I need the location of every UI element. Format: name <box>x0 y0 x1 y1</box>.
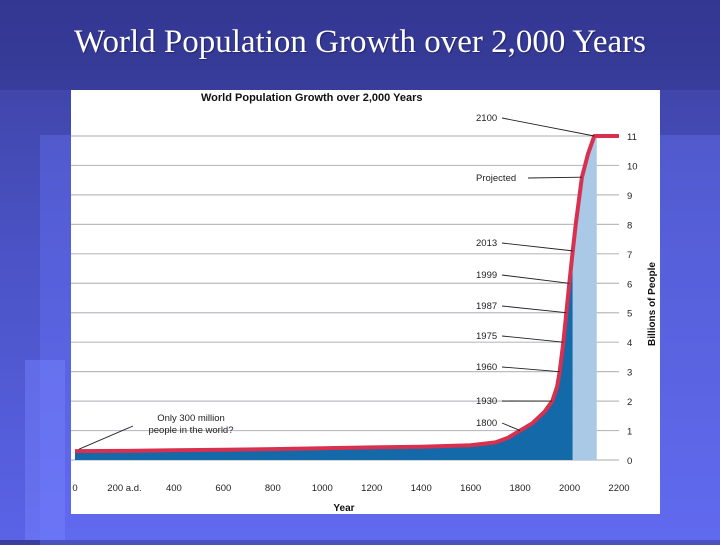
annotation-leader <box>502 275 569 283</box>
annotation-label: 1800 <box>476 418 497 429</box>
x-tick-label: 1400 <box>411 483 432 494</box>
line-layer <box>75 136 619 451</box>
x-tick-label: 1000 <box>312 483 333 494</box>
annotation-leader <box>502 367 560 372</box>
y-tick-label: 0 <box>627 456 632 467</box>
y-tick-label: 6 <box>627 279 632 290</box>
background-panel-small <box>25 360 65 540</box>
y-tick-label: 10 <box>627 161 638 172</box>
x-tick-label: 600 <box>215 483 231 494</box>
x-tick-label: 1800 <box>510 483 531 494</box>
slide-title: World Population Growth over 2,000 Years <box>0 24 720 61</box>
x-tick-label: 1600 <box>460 483 481 494</box>
y-tick-label: 1 <box>627 427 632 438</box>
annotation-layer: 2100 Projected 2013 1999 1987 1975 1960 1930 180… <box>79 113 594 449</box>
y-tick-label: 8 <box>627 220 632 231</box>
y-tick-label: 3 <box>627 368 632 379</box>
callout-leader <box>79 426 133 449</box>
population-chart: 2100Projected201319991987197519601930180… <box>71 90 660 514</box>
annotation-leader <box>528 177 582 178</box>
y-tick-label: 11 <box>627 132 637 143</box>
x-tick-label: 400 <box>166 483 182 494</box>
callout-label: Only 300 million <box>157 413 225 424</box>
grid-layer <box>71 136 619 460</box>
x-tick-label: 2000 <box>559 483 580 494</box>
y-tick-label: 9 <box>627 191 632 202</box>
annotation-leader <box>502 423 520 431</box>
y-tick-label: 2 <box>627 397 632 408</box>
projected-area <box>573 136 597 460</box>
annotation-label: 1930 <box>476 396 497 407</box>
annotation-leader <box>502 306 566 313</box>
y-tick-label: 7 <box>627 250 632 261</box>
annotation-label: 2013 <box>476 238 497 249</box>
x-tick-label: 800 <box>265 483 281 494</box>
population-line <box>75 136 619 451</box>
x-tick-label: 1200 <box>361 483 382 494</box>
area-layer <box>75 136 597 460</box>
annotation-label: 1999 <box>476 270 497 281</box>
annotation-label: 1975 <box>476 331 497 342</box>
chart-title: World Population Growth over 2,000 Years <box>201 92 423 104</box>
y-tick-label: 5 <box>627 309 632 320</box>
annotation-leader <box>502 118 594 136</box>
x-tick-label: 200 a.d. <box>107 483 141 494</box>
annotation-label: 1987 <box>476 301 497 312</box>
annotation-label: Projected <box>476 173 516 184</box>
y-tick-label: 4 <box>627 338 632 349</box>
x-axis-label: Year <box>333 503 354 514</box>
callout-label: people in the world? <box>148 425 233 436</box>
annotation-leader <box>502 243 573 251</box>
y-axis-label: Billions of People <box>647 262 658 346</box>
annotation-label: 1960 <box>476 362 497 373</box>
annotation-label: 2100 <box>476 113 497 124</box>
x-tick-label: 2200 <box>608 483 629 494</box>
annotation-leader <box>502 336 563 342</box>
x-tick-label: 0 <box>72 483 77 494</box>
